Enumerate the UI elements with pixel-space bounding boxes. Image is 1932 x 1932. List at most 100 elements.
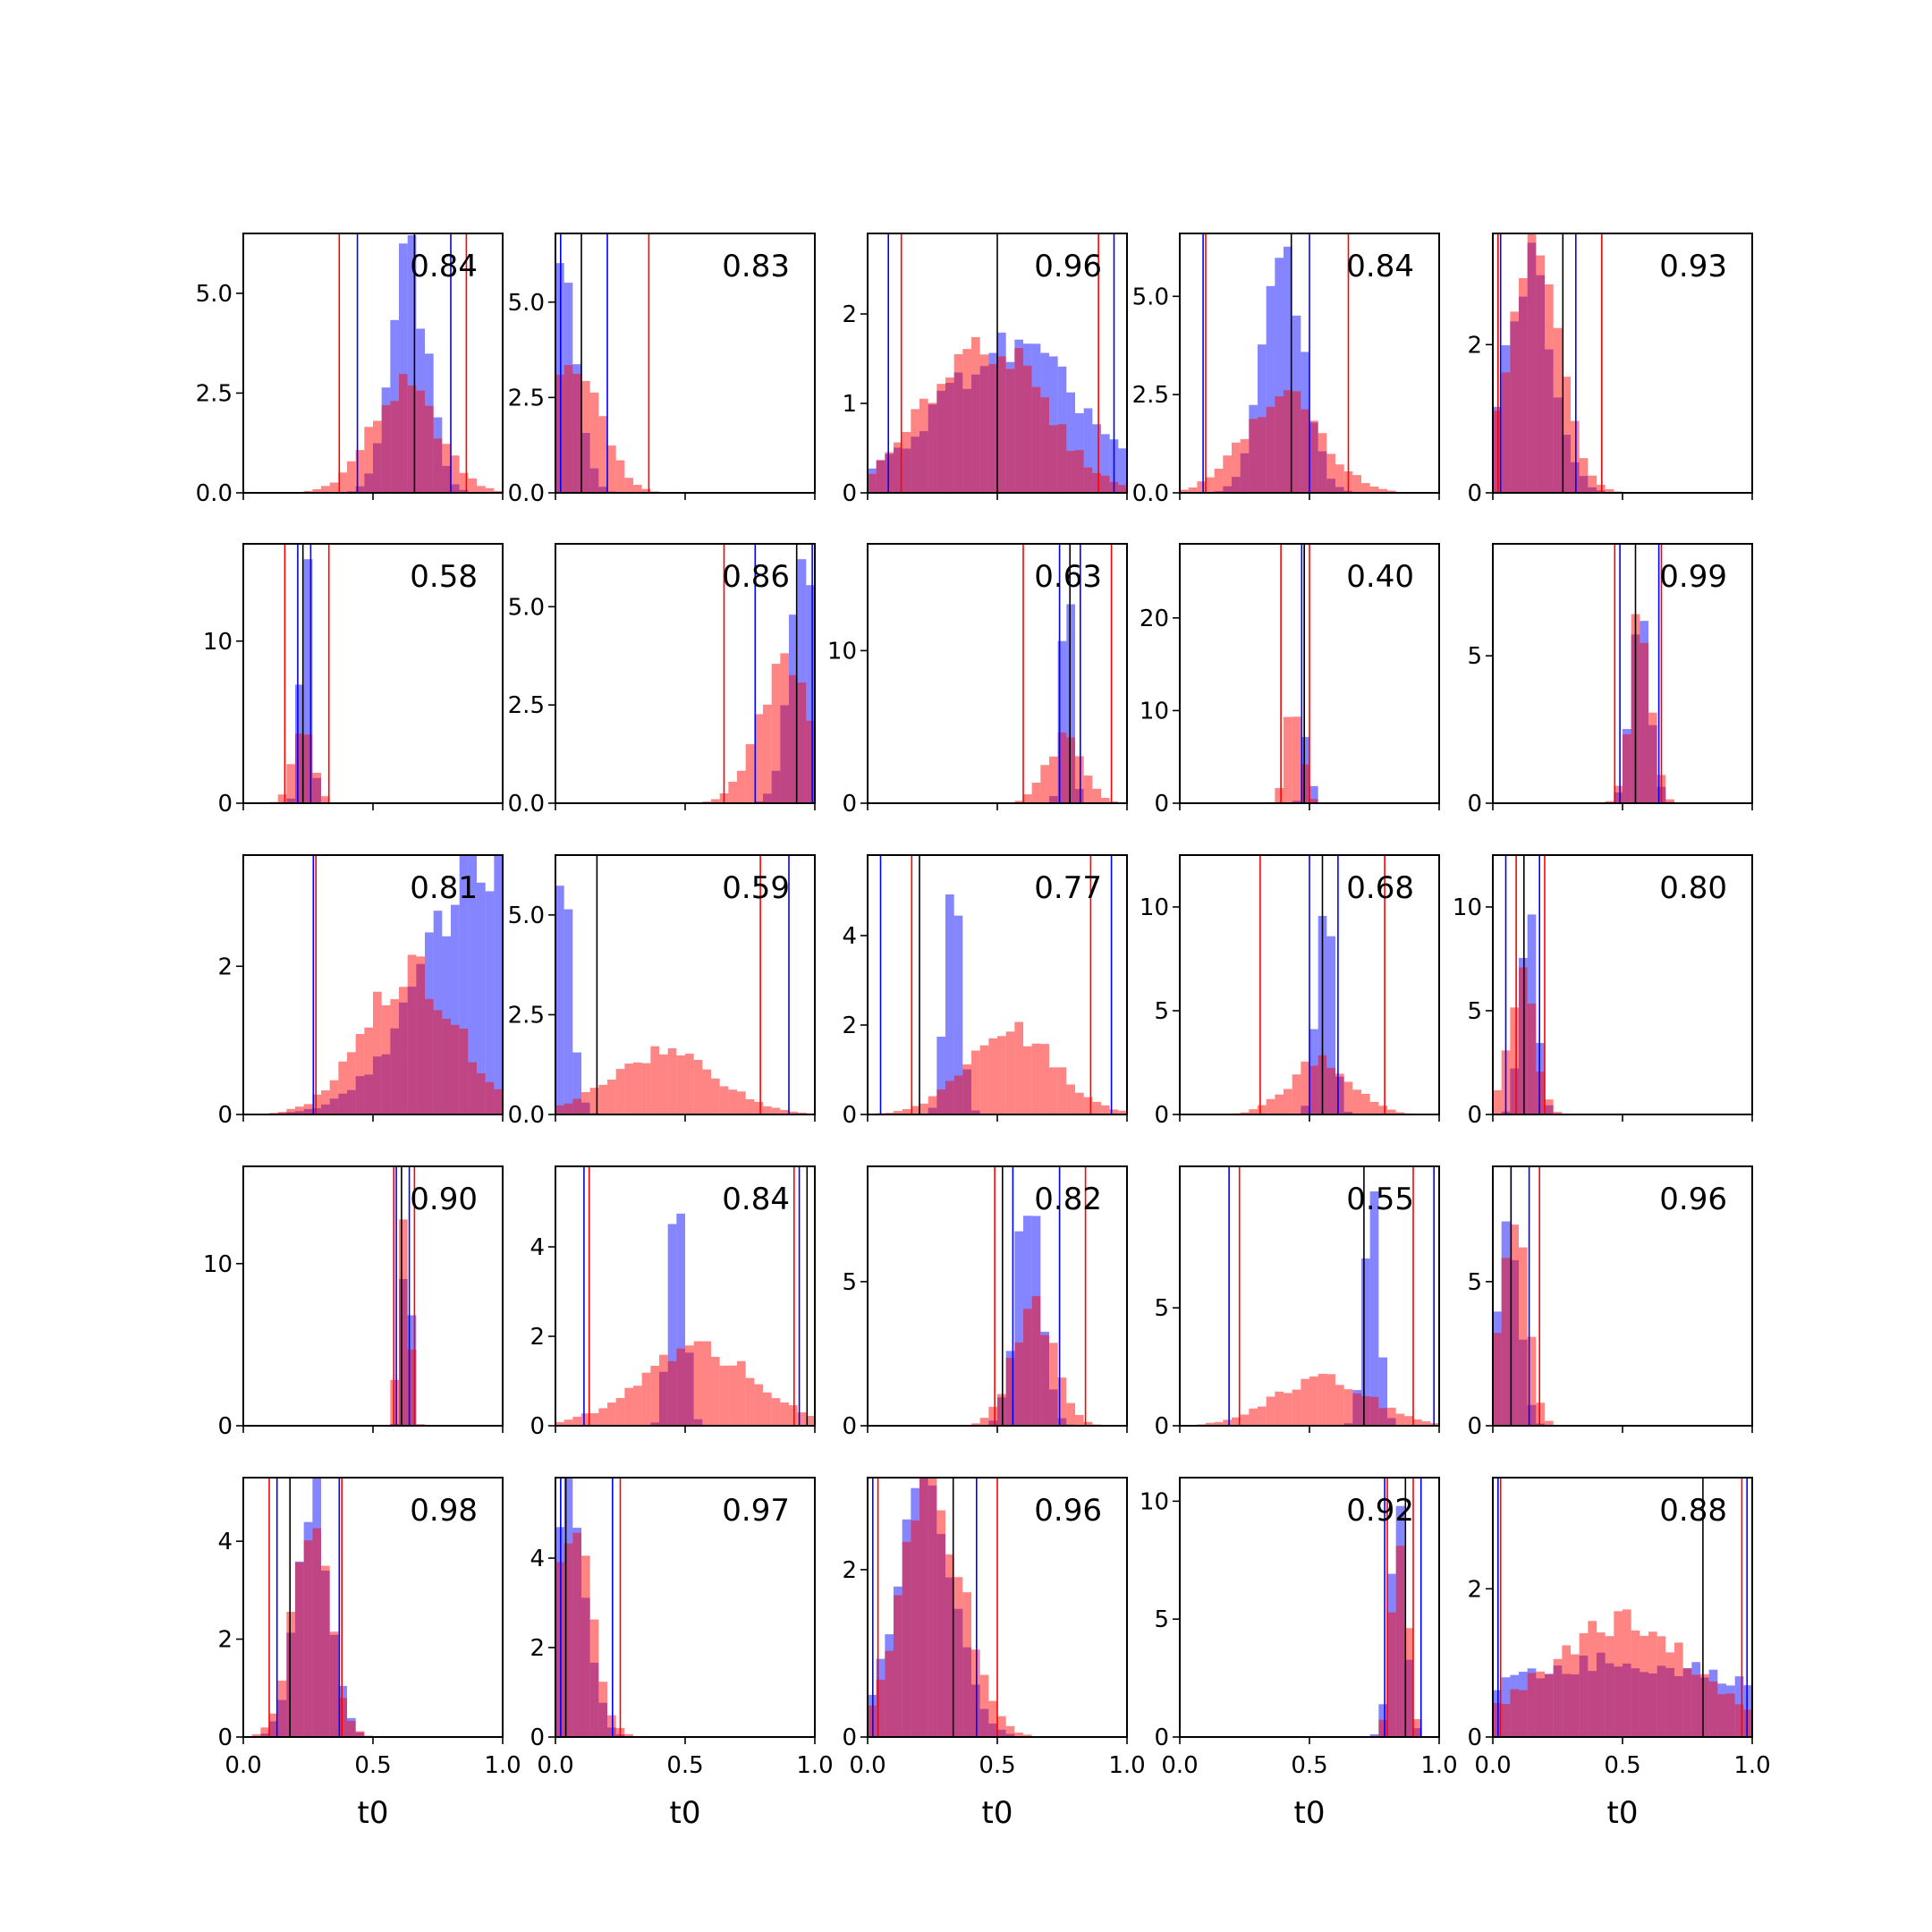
hist-bar xyxy=(1553,397,1563,493)
y-tick-label: 0 xyxy=(842,1102,857,1129)
hist-bar xyxy=(407,987,417,1114)
hist-bar xyxy=(1674,1675,1683,1737)
hist-bar xyxy=(1326,1067,1335,1114)
y-tick-label: 2 xyxy=(1467,332,1482,359)
panel-score-annotation: 0.84 xyxy=(1346,249,1414,284)
hist-bar xyxy=(928,402,937,493)
hist-bar xyxy=(277,1680,287,1737)
hist-bar xyxy=(1301,764,1309,803)
hist-bar xyxy=(329,1080,339,1114)
hist-bar xyxy=(1605,1636,1614,1737)
hist-bar xyxy=(1691,1674,1700,1737)
hist-bar xyxy=(1623,729,1631,803)
hist-bar xyxy=(745,1377,755,1426)
panel-score-annotation: 0.40 xyxy=(1346,559,1414,595)
panel-score-annotation: 0.84 xyxy=(722,1182,790,1217)
hist-bar xyxy=(1275,788,1284,803)
hist-bar xyxy=(1223,486,1232,493)
hist-bar xyxy=(1562,377,1571,493)
hist-bar xyxy=(953,1075,963,1114)
y-tick-label: 0 xyxy=(1467,1102,1482,1129)
hist-bar xyxy=(1562,1674,1571,1737)
hist-bar xyxy=(1605,801,1614,803)
hist-bar xyxy=(876,460,886,493)
hist-bar xyxy=(381,404,391,493)
hist-bar xyxy=(381,1004,391,1114)
hist-bar xyxy=(1527,914,1537,1114)
hist-bar xyxy=(685,1352,694,1426)
hist-bar xyxy=(1301,409,1309,493)
hist-bar xyxy=(962,1592,971,1737)
hist-bar xyxy=(347,1717,356,1737)
hist-bar xyxy=(295,684,304,803)
hist-bar xyxy=(1031,782,1041,803)
panel-r2c0: 020.81 xyxy=(217,854,504,1129)
hist-bar xyxy=(1023,1734,1032,1737)
hist-bar xyxy=(919,1478,928,1737)
panel-r4c3: 0 5 10 0.0 0.5 1.0 t0 0.92 xyxy=(1140,1477,1458,1831)
hist-bar xyxy=(1249,1109,1258,1114)
hist-bar xyxy=(971,1649,980,1737)
hist-bar xyxy=(1040,1331,1049,1426)
hist-bar xyxy=(555,374,564,493)
hist-bar xyxy=(598,1408,607,1426)
hist-bar xyxy=(919,1103,928,1114)
hist-bar xyxy=(1057,640,1067,803)
hist-bar xyxy=(1309,420,1318,493)
hist-bar xyxy=(1361,1395,1370,1426)
hist-bar xyxy=(885,1650,894,1737)
hist-bar xyxy=(494,490,503,493)
hist-bar xyxy=(425,405,434,493)
hist-bar xyxy=(338,1093,347,1114)
hist-bar xyxy=(416,956,425,1114)
hist-bar xyxy=(390,1379,399,1426)
hist-bar xyxy=(719,1365,729,1426)
hist-bar xyxy=(1579,458,1589,493)
hist-bar xyxy=(1631,1630,1640,1737)
hist-bar xyxy=(988,1700,997,1737)
y-tick-label: 10 xyxy=(1140,894,1169,921)
hist-bar xyxy=(728,782,737,803)
hist-bar xyxy=(1335,1385,1344,1426)
hist-bar xyxy=(442,1018,451,1114)
y-tick-label: 0.0 xyxy=(508,1102,545,1129)
hist-bar xyxy=(1413,1718,1422,1737)
panel-score-annotation: 0.99 xyxy=(1659,559,1727,595)
y-tick-label: 2.5 xyxy=(1132,382,1169,409)
hist-bar xyxy=(321,1565,330,1737)
hist-bar xyxy=(1527,1336,1537,1426)
hist-bar xyxy=(355,1076,365,1114)
hist-bar xyxy=(1023,343,1032,493)
hist-bar xyxy=(719,1086,729,1114)
panel-score-annotation: 0.90 xyxy=(410,1182,478,1217)
hist-bar xyxy=(902,448,911,493)
hist-bar xyxy=(953,1577,963,1737)
hist-bar xyxy=(936,1089,945,1114)
hist-bar xyxy=(1258,1105,1267,1114)
hist-bar xyxy=(737,770,746,803)
y-tick-label: 2 xyxy=(1467,1576,1482,1603)
hist-bar xyxy=(1014,801,1023,803)
hist-bar xyxy=(1545,1099,1554,1114)
hist-bar xyxy=(407,1349,417,1426)
y-tick-label: 0 xyxy=(842,480,857,507)
hist-bar xyxy=(1640,1635,1648,1737)
hist-bar xyxy=(763,1392,772,1426)
hist-bar xyxy=(1588,1621,1597,1737)
hist-bar xyxy=(407,1315,417,1426)
hist-bar xyxy=(1352,1390,1361,1426)
hist-bar xyxy=(329,1098,339,1114)
hist-bar xyxy=(1066,392,1075,493)
hist-bar xyxy=(728,1089,737,1114)
hist-bar xyxy=(581,1413,590,1426)
hist-bar xyxy=(312,1107,321,1114)
hist-bar xyxy=(1648,1631,1657,1737)
y-tick-label: 2.5 xyxy=(196,380,233,407)
hist-bar xyxy=(564,283,573,493)
hist-bar xyxy=(1118,485,1127,493)
hist-bar xyxy=(1588,487,1597,493)
hist-bar xyxy=(564,1543,573,1737)
hist-bar xyxy=(797,682,807,803)
hist-bar xyxy=(1493,1690,1502,1737)
hist-bar xyxy=(589,1662,599,1737)
